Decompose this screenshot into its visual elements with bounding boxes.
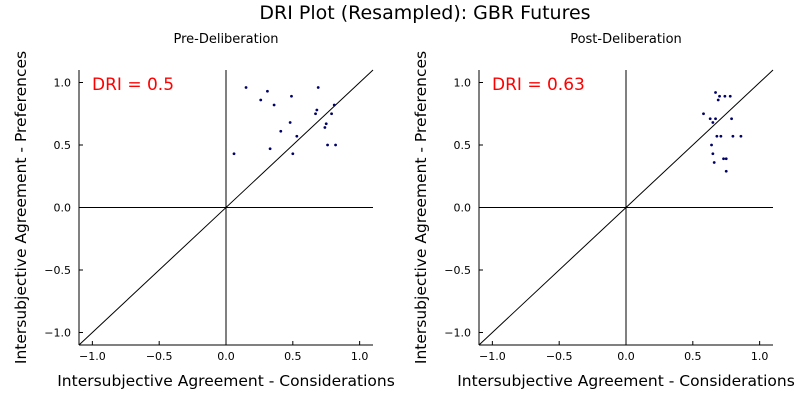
data-point — [332, 103, 336, 107]
dri-annotation: DRI = 0.63 — [492, 75, 585, 95]
x-tick-label: −0.5 — [146, 350, 173, 363]
data-point — [722, 157, 725, 161]
data-point — [712, 161, 716, 164]
data-point — [288, 121, 292, 124]
data-point — [244, 86, 248, 89]
panel-title: Pre-Deliberation — [173, 32, 278, 47]
data-point — [711, 152, 715, 156]
data-point — [290, 94, 293, 98]
data-point — [714, 117, 717, 121]
y-tick-label: 1.0 — [54, 77, 72, 90]
data-point — [323, 126, 327, 129]
data-point — [719, 134, 723, 138]
post-deliberation-panel: Post-Deliberation −1.0 −0.5 0.0 0.5 1.0 −1.0 −0… — [412, 32, 795, 390]
figure-title: DRI Plot (Resampled): GBR Futures — [259, 2, 590, 24]
y-tick-label: 0.0 — [54, 202, 72, 215]
panel-title: Post-Deliberation — [570, 32, 682, 47]
x-axis-label: Intersubjective Agreement - Consideratio… — [57, 372, 395, 390]
data-point — [702, 112, 705, 116]
data-point — [232, 152, 236, 156]
x-tick-label: −1.0 — [479, 350, 506, 363]
y-tick-label: −0.5 — [444, 264, 471, 277]
y-axis-label: Intersubjective Agreement - Preferences — [12, 51, 30, 364]
y-tick-label: 0.5 — [454, 139, 472, 152]
data-point — [728, 94, 732, 98]
x-tick-label: 1.0 — [351, 350, 369, 363]
x-tick-label: 0.5 — [684, 350, 702, 363]
data-point — [259, 98, 263, 102]
y-tick-label: −1.0 — [44, 327, 71, 340]
y-tick-label: 1.0 — [454, 77, 472, 90]
data-point — [295, 134, 299, 138]
data-point — [324, 122, 328, 126]
data-point — [326, 143, 329, 147]
y-axis-label: Intersubjective Agreement - Preferences — [412, 51, 430, 364]
data-point — [714, 91, 717, 94]
data-point — [731, 134, 735, 138]
data-point — [334, 143, 337, 147]
data-point — [739, 134, 743, 138]
data-point — [724, 169, 728, 173]
dri-annotation: DRI = 0.5 — [92, 75, 174, 95]
data-point — [314, 112, 317, 116]
data-point — [315, 108, 319, 112]
identity-line — [478, 69, 774, 346]
data-point — [291, 152, 295, 156]
data-point — [316, 86, 320, 89]
x-tick-label: 1.0 — [751, 350, 769, 363]
x-axis-label: Intersubjective Agreement - Consideratio… — [457, 372, 795, 390]
x-tick-label: −1.0 — [79, 350, 106, 363]
y-tick-label: −1.0 — [444, 327, 471, 340]
data-point — [730, 117, 733, 121]
x-tick-label: 0.0 — [217, 350, 235, 363]
data-point — [266, 89, 269, 93]
x-tick-label: 0.5 — [284, 350, 302, 363]
data-point — [716, 98, 720, 102]
data-point — [279, 129, 283, 133]
y-tick-label: −0.5 — [44, 264, 71, 277]
data-point — [710, 143, 713, 147]
data-point — [715, 134, 719, 138]
x-tick-label: −0.5 — [546, 350, 573, 363]
data-point — [330, 112, 333, 116]
data-point — [723, 94, 727, 98]
y-tick-label: 0.0 — [454, 202, 472, 215]
x-tick-label: 0.0 — [617, 350, 635, 363]
data-point — [268, 147, 272, 151]
data-point — [711, 121, 715, 124]
data-point — [272, 103, 276, 107]
data-point — [708, 117, 712, 121]
pre-deliberation-panel: Pre-Deliberation −1.0 −0.5 0.0 0.5 1.0 −1.0 −0.… — [12, 32, 395, 390]
data-point — [718, 94, 721, 98]
y-tick-label: 0.5 — [54, 139, 72, 152]
data-point — [724, 157, 728, 161]
identity-line — [78, 69, 374, 346]
